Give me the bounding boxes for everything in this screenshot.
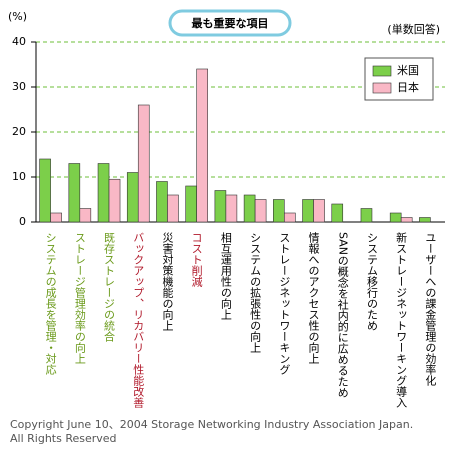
bar <box>108 178 121 223</box>
bar <box>243 194 256 223</box>
y-tick-label: 20 <box>12 125 26 138</box>
chart-title: 最も重要な項目 <box>192 16 269 30</box>
bar <box>167 194 179 223</box>
bar <box>214 190 227 223</box>
bar <box>389 212 402 223</box>
bar <box>284 212 296 223</box>
x-tick-label: 情報へのアクセス性の向上 <box>307 232 320 364</box>
bar <box>156 181 168 223</box>
y-tick-label: 0 <box>19 215 26 228</box>
x-tick-label: システムの拡張性の向上 <box>249 232 262 353</box>
bar <box>419 217 431 223</box>
bar <box>68 163 81 223</box>
bar <box>400 217 413 223</box>
x-tick-label: ストレージ管理効率の向上 <box>73 232 86 364</box>
legend-label: 米国 <box>397 64 419 77</box>
x-tick-label: ストレージネットワーキング <box>278 232 291 375</box>
bar <box>39 158 51 223</box>
bar <box>50 212 62 223</box>
x-tick-label: SANの概念を社内的に広めるため <box>336 232 349 398</box>
bar <box>360 208 373 223</box>
bar <box>196 68 208 223</box>
x-tick-label: 既存ストレージの統合 <box>103 232 116 342</box>
y-tick-label: 40 <box>12 35 26 48</box>
footer: Copyright June 10、2004 Storage Networkin… <box>10 418 413 431</box>
legend-swatch <box>372 65 392 77</box>
bar <box>331 203 344 223</box>
footer: All Rights Reserved <box>10 432 117 445</box>
x-tick-label: 新ストレージネットワーキング導入 <box>395 231 408 408</box>
title-box <box>168 9 292 37</box>
bar <box>225 194 238 223</box>
bar <box>273 199 285 223</box>
x-tick-label: バックアップ、リカバリー性能改善 <box>132 232 145 409</box>
bar <box>137 104 150 223</box>
bar <box>97 163 110 223</box>
bar <box>185 185 197 223</box>
x-tick-label: 相互運用性の向上 <box>219 232 232 320</box>
legend-swatch <box>372 82 392 94</box>
bar <box>254 199 267 223</box>
bar <box>313 199 325 223</box>
legend-label: 日本 <box>397 80 419 94</box>
x-tick-label: システムの成長を管理・対応 <box>44 232 57 375</box>
x-tick-label: ユーザーへの課金管理の効率化 <box>424 232 437 387</box>
y-axis-label: (%) <box>8 10 27 23</box>
x-tick-label: コスト削減 <box>190 232 203 288</box>
y-tick-label: 10 <box>12 170 26 183</box>
bar <box>302 199 314 223</box>
bar <box>79 208 92 223</box>
y-tick-label: 30 <box>12 80 26 93</box>
bar <box>126 172 139 223</box>
note: (単数回答) <box>387 22 440 36</box>
x-tick-label: 災害対策機能の向上 <box>161 232 174 331</box>
x-tick-label: システム移行のため <box>365 232 378 331</box>
